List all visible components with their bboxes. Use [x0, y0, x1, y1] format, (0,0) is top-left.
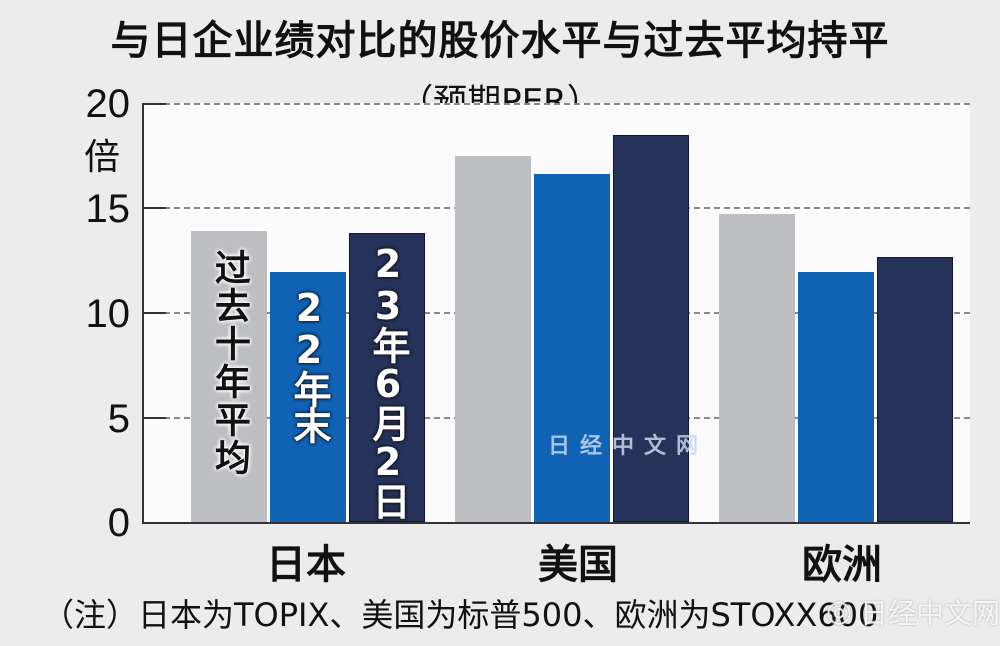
tick-mark: [144, 417, 166, 419]
tick-mark: [144, 312, 166, 314]
end22-label-text: 22年末: [286, 286, 331, 442]
bar-europe-end22: [798, 272, 874, 522]
y-tick-10: 10: [85, 292, 131, 336]
bar-label-jun23: 23年6月2日: [350, 242, 424, 526]
weibo-icon: ◎: [826, 594, 853, 629]
y-tick-20: 20: [85, 82, 131, 126]
bar-japan-end22: 22年末: [270, 272, 346, 522]
tick-mark: [144, 207, 166, 209]
bar-label-end22: 22年末: [270, 286, 346, 450]
bar-us-past10: [455, 156, 531, 522]
bar-us-end22: [534, 174, 610, 522]
y-axis-unit: 倍: [84, 137, 121, 178]
watermark-center: 日经中文网: [548, 434, 709, 459]
y-tick-0: 0: [107, 501, 130, 545]
tick-mark: [144, 103, 166, 105]
watermark-corner: 日经中文网: [860, 597, 1000, 630]
bar-label-past10: 过去十年平均: [191, 249, 267, 485]
past10-label-text: 过去十年平均: [208, 249, 250, 477]
footnote: （注）日本为TOPIX、美国为标普500、欧洲为STOXX600: [42, 596, 879, 634]
gridline-20: [144, 103, 970, 105]
bar-us-jun23: [613, 135, 689, 522]
bar-japan-past10: 过去十年平均: [191, 231, 267, 522]
bar-japan-jun23: 23年6月2日: [349, 233, 425, 522]
category-us: 美国: [538, 542, 618, 588]
jun23-label-text: 23年6月2日: [365, 242, 410, 518]
chart-title: 与日企业绩对比的股价水平与过去平均持平: [110, 18, 890, 64]
bar-europe-past10: [719, 214, 795, 522]
category-japan: 日本: [266, 542, 346, 588]
category-europe: 欧洲: [802, 542, 882, 588]
y-tick-5: 5: [107, 397, 130, 441]
plot-area: 过去十年平均 22年末 23年6月2日: [142, 103, 970, 524]
y-tick-15: 15: [85, 187, 131, 231]
bar-europe-jun23: [877, 257, 953, 522]
